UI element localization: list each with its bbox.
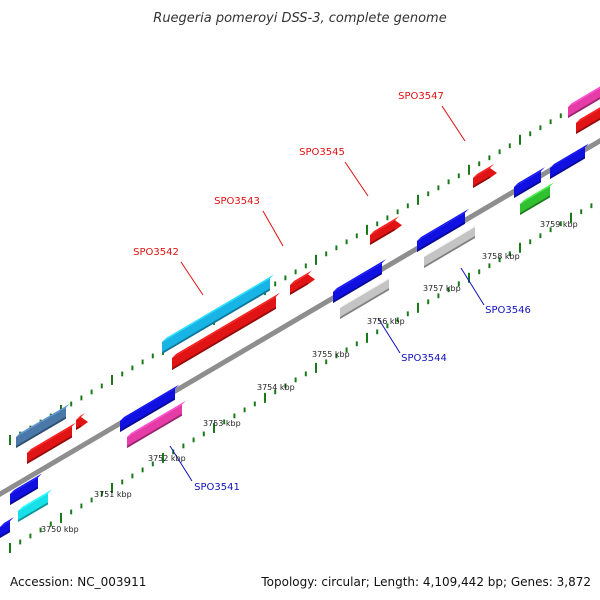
gene-feature bbox=[370, 216, 402, 245]
gene-feature bbox=[520, 182, 554, 215]
label-leader-line bbox=[460, 267, 485, 306]
label-leader-line bbox=[377, 317, 401, 354]
gene-labels: SPO3542 SPO3543 SPO3545 SPO3547 SPO3541 SPO35… bbox=[133, 91, 531, 493]
gene-label-forward: SPO3542 bbox=[133, 247, 179, 258]
gene-feature bbox=[0, 517, 14, 538]
label-leader-line bbox=[344, 161, 369, 197]
gene-feature bbox=[417, 208, 469, 252]
label-leader-line bbox=[169, 445, 193, 482]
gene-feature bbox=[473, 163, 497, 188]
ruler-label: 3754 kbp bbox=[257, 383, 295, 392]
ruler-label: 3757 kbp bbox=[423, 284, 461, 293]
ruler-label: 3751 kbp bbox=[94, 490, 132, 499]
gene-feature bbox=[576, 107, 600, 134]
gene-feature bbox=[76, 413, 88, 430]
gene-feature bbox=[27, 422, 76, 464]
map-title: Ruegeria pomeroyi DSS-3, complete genome bbox=[153, 11, 446, 26]
gene-feature bbox=[424, 222, 479, 268]
gene-features bbox=[0, 86, 600, 538]
ruler-label: 3759 kbp bbox=[540, 220, 578, 229]
gene-label-forward: SPO3547 bbox=[398, 91, 444, 102]
gene-feature bbox=[162, 274, 274, 354]
ruler-label: 3753 kbp bbox=[203, 419, 241, 428]
label-leader-line bbox=[441, 105, 466, 142]
gene-feature bbox=[550, 143, 589, 179]
ruler-label: 3755 kbp bbox=[312, 350, 350, 359]
gene-label-forward: SPO3543 bbox=[214, 196, 260, 207]
gene-feature bbox=[172, 292, 280, 370]
gene-label-forward: SPO3545 bbox=[299, 147, 345, 158]
ruler-label: 3752 kbp bbox=[148, 454, 186, 463]
gene-feature bbox=[290, 270, 315, 295]
label-leader-line bbox=[262, 210, 284, 247]
ruler-labels: 3750 kbp 3751 kbp 3752 kbp 3753 kbp 3754 kbp… bbox=[41, 220, 578, 534]
gene-feature bbox=[333, 259, 386, 303]
gene-feature bbox=[127, 400, 186, 448]
tick-marks bbox=[9, 95, 593, 553]
gene-feature bbox=[16, 403, 70, 448]
gene-feature bbox=[514, 167, 545, 198]
ruler-label: 3758 kbp bbox=[482, 252, 520, 261]
gene-feature bbox=[120, 384, 179, 432]
gene-feature bbox=[10, 473, 42, 505]
label-leader-line bbox=[180, 261, 204, 296]
gene-label-reverse: SPO3544 bbox=[401, 353, 447, 364]
gene-feature bbox=[18, 489, 52, 522]
ruler-label: 3756 kbp bbox=[367, 317, 405, 326]
gene-label-reverse: SPO3546 bbox=[485, 305, 531, 316]
ruler-label: 3750 kbp bbox=[41, 525, 79, 534]
genome-backbone bbox=[0, 137, 600, 498]
gene-feature bbox=[340, 275, 393, 319]
gene-feature bbox=[568, 86, 600, 118]
gene-label-reverse: SPO3541 bbox=[194, 482, 240, 493]
accession-label: Accession: NC_003911 bbox=[10, 575, 146, 589]
genome-summary: Topology: circular; Length: 4,109,442 bp… bbox=[260, 575, 591, 589]
